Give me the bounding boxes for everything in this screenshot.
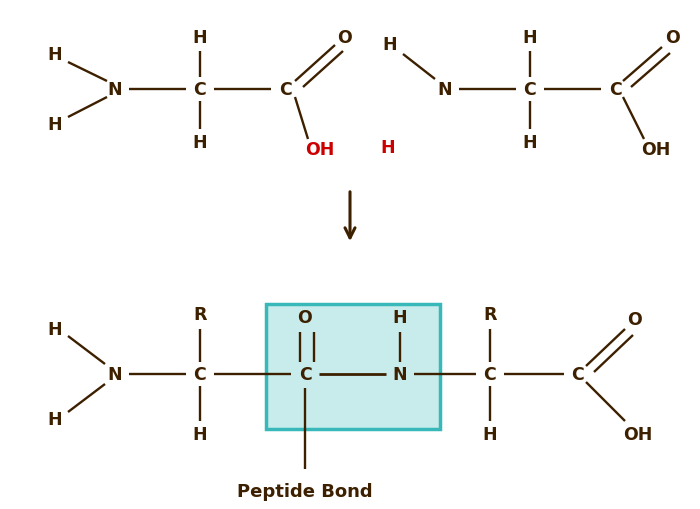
Text: N: N [438, 81, 452, 99]
Text: H: H [383, 36, 398, 54]
Text: H: H [523, 29, 538, 47]
Text: R: R [483, 305, 497, 323]
Text: N: N [108, 81, 122, 99]
Text: C: C [194, 81, 206, 99]
Text: OH: OH [641, 140, 671, 159]
Bar [266, 304, 440, 429]
Text: H: H [381, 139, 395, 157]
Text: Peptide Bond: Peptide Bond [237, 482, 373, 500]
Text: H: H [48, 116, 62, 134]
Text: H: H [48, 320, 62, 338]
Text: O: O [298, 308, 312, 326]
Text: C: C [299, 365, 312, 383]
Text: C: C [524, 81, 536, 99]
Text: H: H [523, 134, 538, 152]
Text: H: H [48, 410, 62, 428]
Text: H: H [393, 308, 407, 326]
Text: C: C [194, 365, 206, 383]
Text: H: H [193, 134, 207, 152]
Text: O: O [628, 310, 643, 328]
Text: R: R [193, 305, 206, 323]
Text: O: O [337, 29, 352, 47]
Text: OH: OH [623, 425, 652, 443]
Text: H: H [193, 29, 207, 47]
Text: C: C [279, 81, 291, 99]
Text: O: O [664, 29, 680, 47]
Text: H: H [483, 425, 497, 443]
Text: N: N [393, 365, 407, 383]
Text: H: H [48, 46, 62, 64]
Text: N: N [108, 365, 122, 383]
Text: H: H [193, 425, 207, 443]
Text: C: C [608, 81, 622, 99]
Text: C: C [484, 365, 496, 383]
Text: OH: OH [305, 140, 335, 159]
Text: C: C [572, 365, 584, 383]
